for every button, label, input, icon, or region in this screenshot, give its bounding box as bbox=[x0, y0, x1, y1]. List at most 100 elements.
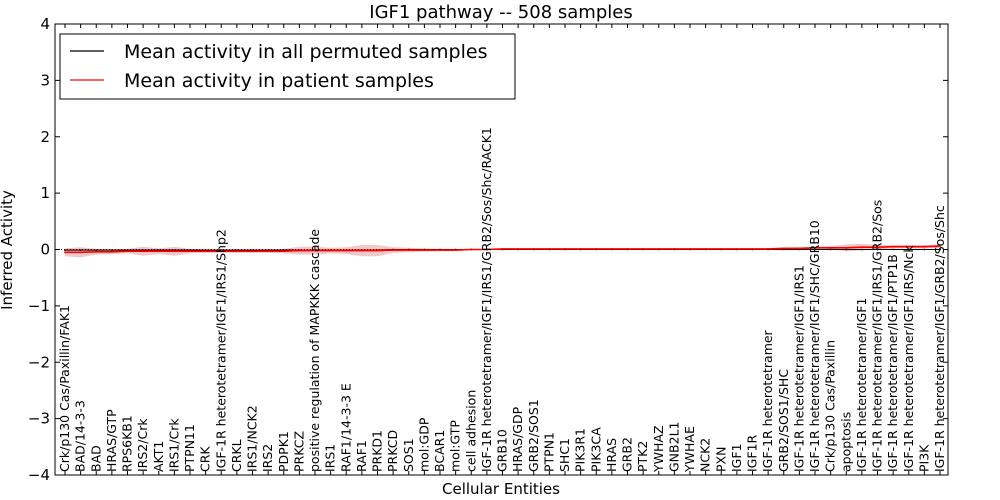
category-label-41: NCK2 bbox=[698, 438, 713, 472]
legend-label-permuted: Mean activity in all permuted samples bbox=[124, 41, 487, 63]
point-patient-6 bbox=[157, 250, 160, 253]
category-label-1: BAD/14-3-3 bbox=[73, 400, 88, 472]
point-patient-32 bbox=[564, 248, 566, 250]
point-patient-24 bbox=[439, 249, 441, 252]
point-permuted-54 bbox=[907, 248, 910, 251]
point-patient-56 bbox=[939, 245, 941, 248]
category-label-50: apoptosis bbox=[838, 412, 853, 472]
chart-title: IGF1 pathway -- 508 samples bbox=[369, 2, 632, 23]
point-patient-22 bbox=[407, 249, 410, 252]
point-patient-50 bbox=[845, 246, 848, 249]
point-patient-9 bbox=[204, 250, 207, 253]
category-label-37: PTK2 bbox=[635, 441, 650, 472]
point-permuted-1 bbox=[79, 249, 82, 252]
point-permuted-3 bbox=[111, 249, 113, 252]
point-permuted-48 bbox=[814, 248, 816, 251]
category-label-38: YWHAZ bbox=[651, 425, 666, 473]
category-label-11: CRKL bbox=[229, 439, 244, 472]
category-label-9: CRK bbox=[198, 446, 213, 472]
point-patient-35 bbox=[611, 248, 613, 250]
category-label-42: PXN bbox=[713, 447, 728, 472]
point-patient-39 bbox=[673, 248, 676, 250]
point-patient-16 bbox=[314, 249, 316, 252]
point-patient-45 bbox=[767, 248, 769, 250]
category-label-27: IGF-1R heterotetramer/IGF1/IRS1/GRB2/Sos… bbox=[479, 127, 494, 472]
category-label-16: positive regulation of MAPKKK cascade bbox=[307, 229, 322, 472]
category-label-51: IGF-1R heterotetramer/IGF1 bbox=[854, 298, 869, 472]
category-label-34: PIK3CA bbox=[588, 427, 603, 472]
category-label-25: mol:GTP bbox=[448, 420, 463, 472]
category-label-36: GRB2 bbox=[620, 437, 635, 472]
legend-box bbox=[59, 33, 516, 100]
category-label-20: PRKD1 bbox=[370, 430, 385, 472]
point-permuted-56 bbox=[939, 248, 941, 251]
point-patient-25 bbox=[454, 249, 457, 252]
category-label-15: PRKCZ bbox=[291, 431, 306, 472]
point-patient-41 bbox=[704, 248, 707, 250]
y-tick-label-1: −3 bbox=[28, 410, 50, 428]
category-label-12: IRS1/NCK2 bbox=[245, 405, 260, 472]
point-permuted-50 bbox=[845, 248, 848, 251]
category-label-32: SHC1 bbox=[557, 438, 572, 472]
point-patient-31 bbox=[548, 248, 551, 250]
y-ticks: −4 −3 −2 −1 0 1 2 3 4 bbox=[28, 15, 948, 484]
category-label-28: GRB10 bbox=[495, 429, 510, 472]
category-label-52: IGF-1R heterotetramer/IGF1/IRS1/GRB2/Sos bbox=[870, 200, 885, 472]
point-patient-14 bbox=[282, 250, 285, 253]
category-label-47: IGF-1R heterotetramer/IGF1/IRS1 bbox=[791, 265, 806, 472]
point-permuted-2 bbox=[95, 249, 98, 252]
category-label-39: GNB2L1 bbox=[666, 422, 681, 472]
point-patient-29 bbox=[517, 248, 519, 250]
series-layer bbox=[55, 245, 948, 254]
category-label-4: RPS6KB1 bbox=[120, 415, 135, 472]
category-label-33: PIK3R1 bbox=[573, 428, 588, 472]
category-label-49: Crk/p130 Cas/Paxillin bbox=[823, 340, 838, 472]
category-label-17: IRS1 bbox=[323, 444, 338, 472]
point-patient-47 bbox=[798, 247, 801, 250]
x-axis-label: Cellular Entities bbox=[442, 480, 560, 498]
point-patient-23 bbox=[423, 249, 426, 252]
point-patient-52 bbox=[876, 246, 879, 249]
point-patient-54 bbox=[907, 245, 910, 248]
category-label-14: PDPK1 bbox=[276, 431, 291, 472]
category-label-56: IGF-1R heterotetramer/IGF1/GRB2/Sos/Shc bbox=[932, 205, 947, 472]
point-patient-55 bbox=[923, 245, 926, 248]
point-patient-38 bbox=[657, 248, 660, 250]
category-label-46: GRB2/SOS1/SHC bbox=[776, 369, 791, 472]
point-patient-33 bbox=[579, 248, 582, 250]
category-label-22: SOS1 bbox=[401, 438, 416, 472]
point-patient-43 bbox=[736, 248, 738, 250]
point-patient-13 bbox=[267, 250, 269, 253]
legend: Mean activity in all permuted samples Me… bbox=[59, 33, 516, 100]
point-patient-20 bbox=[376, 249, 379, 252]
category-label-23: mol:GDP bbox=[416, 417, 431, 472]
category-label-30: GRB2/SOS1 bbox=[526, 399, 541, 472]
category-label-40: YWHAE bbox=[682, 426, 697, 473]
category-label-24: BCAR1 bbox=[432, 430, 447, 472]
category-label-35: HRAS bbox=[604, 438, 619, 472]
point-permuted-0 bbox=[64, 249, 66, 252]
point-patient-2 bbox=[95, 250, 98, 253]
y-tick-label-3: −1 bbox=[28, 297, 50, 315]
point-patient-49 bbox=[829, 246, 832, 249]
point-patient-19 bbox=[361, 249, 363, 252]
category-label-5: IRS2/Crk bbox=[135, 418, 150, 472]
category-label-7: IRS1/Crk bbox=[166, 418, 181, 472]
point-patient-34 bbox=[595, 248, 598, 250]
point-patient-1 bbox=[79, 251, 82, 254]
category-labels: Crk/p130 Cas/Paxillin/FAK1 BAD/14-3-3 BAD H… bbox=[57, 24, 947, 475]
point-patient-26 bbox=[470, 248, 473, 251]
point-patient-0 bbox=[64, 251, 66, 254]
category-label-8: PTPN11 bbox=[182, 424, 197, 472]
category-label-54: IGF-1R heterotetramer/IGF1/IRS/Nck bbox=[901, 245, 916, 472]
point-patient-17 bbox=[329, 249, 332, 252]
category-label-43: IGF1 bbox=[729, 443, 744, 472]
category-label-31: PTPN1 bbox=[541, 432, 556, 472]
point-patient-12 bbox=[251, 250, 254, 253]
category-label-48: IGF-1R heterotetramer/IGF1/SHC/GRB10 bbox=[807, 220, 822, 472]
category-label-6: AKT1 bbox=[151, 441, 166, 472]
point-permuted-55 bbox=[923, 248, 926, 251]
point-patient-46 bbox=[782, 247, 785, 250]
category-label-44: IGF1R bbox=[745, 434, 760, 472]
